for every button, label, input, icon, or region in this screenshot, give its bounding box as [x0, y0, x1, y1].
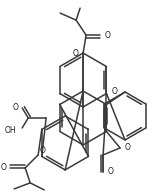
- Text: O: O: [39, 146, 45, 155]
- Text: O: O: [0, 163, 6, 172]
- Text: O: O: [125, 143, 131, 152]
- Text: O: O: [111, 86, 117, 96]
- Text: O: O: [72, 49, 78, 58]
- Text: O: O: [107, 167, 113, 176]
- Text: OH: OH: [4, 126, 16, 135]
- Text: O: O: [104, 30, 110, 40]
- Text: O: O: [12, 103, 18, 113]
